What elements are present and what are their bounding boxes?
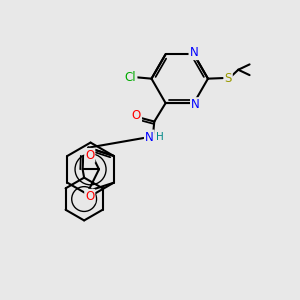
Text: N: N: [191, 98, 200, 111]
Text: O: O: [85, 190, 94, 203]
Text: N: N: [190, 46, 198, 59]
Text: H: H: [156, 132, 164, 142]
Text: Cl: Cl: [125, 71, 136, 84]
Text: O: O: [85, 149, 94, 162]
Text: N: N: [145, 130, 154, 143]
Text: S: S: [224, 72, 232, 85]
Text: O: O: [132, 109, 141, 122]
